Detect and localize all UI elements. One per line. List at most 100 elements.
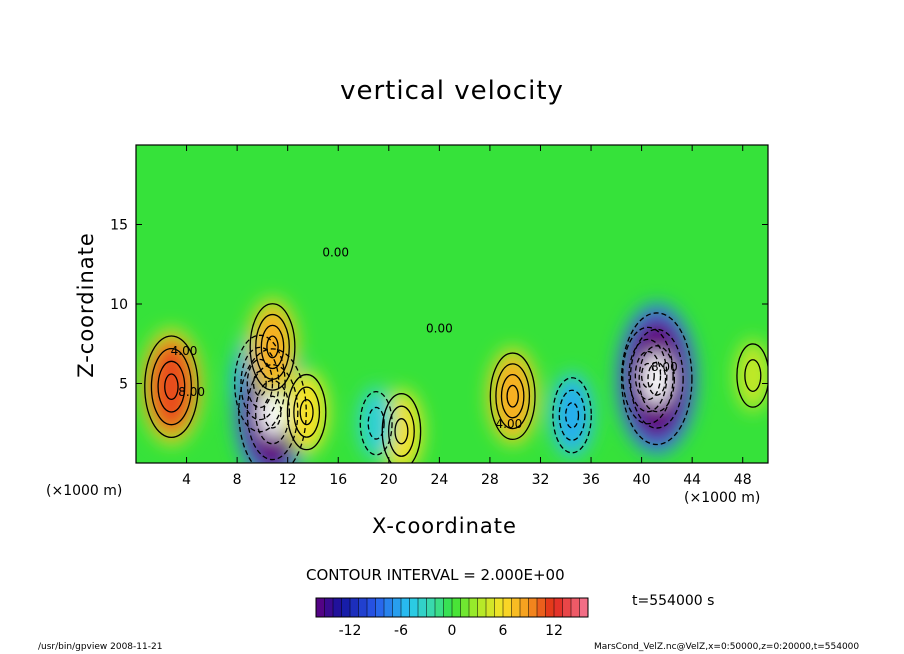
- colorbar-segment: [341, 598, 351, 617]
- colorbar-segment: [350, 598, 359, 617]
- contour-value-label: 0.00: [322, 245, 349, 259]
- contour-line: [293, 386, 321, 438]
- colorbar-segment: [401, 598, 410, 617]
- contour-line: [144, 335, 199, 439]
- colorbar-segment: [554, 598, 563, 617]
- x-tick-label: 32: [532, 472, 550, 488]
- colorbar-segment: [477, 598, 487, 617]
- feature-core: [492, 355, 534, 438]
- contour-line: [387, 405, 415, 457]
- colorbar-tick-label: 0: [448, 623, 457, 639]
- contour-line: [744, 359, 762, 393]
- contour-line: [489, 352, 536, 441]
- x-unit-label-left: (×1000 m): [46, 483, 123, 499]
- colorbar-segment: [375, 598, 385, 617]
- x-tick-label: 24: [430, 472, 448, 488]
- contour-line: [260, 324, 285, 370]
- contour-line: [622, 326, 674, 425]
- x-tick-label: 36: [582, 472, 600, 488]
- x-tick-label: 40: [633, 472, 651, 488]
- colorbar-segment: [503, 598, 512, 617]
- colorbar-segment: [520, 598, 529, 617]
- contour-line: [620, 312, 693, 446]
- colorbar-segment: [367, 598, 376, 617]
- colorbar-segment: [562, 598, 572, 617]
- colorbar-segment: [494, 598, 504, 617]
- x-tick-label: 8: [233, 472, 242, 488]
- footer-right: MarsCond_VelZ.nc@VelZ,x=0:50000,z=0:2000…: [594, 642, 860, 652]
- colorbar-segment: [324, 598, 334, 617]
- colorbar-segment: [460, 598, 470, 617]
- y-axis-label: Z-coordinate: [74, 232, 98, 378]
- colorbar-segment: [452, 598, 461, 617]
- contour-line: [629, 328, 684, 429]
- colorbar-segment: [435, 598, 444, 617]
- contour-value-label: 8.00: [178, 385, 205, 399]
- x-tick-label: 28: [481, 472, 499, 488]
- colorbar-segment: [486, 598, 495, 617]
- colorbar-segment: [333, 598, 342, 617]
- contour-line: [381, 393, 422, 463]
- colorbar-segment: [316, 598, 325, 617]
- contour-interval-text: CONTOUR INTERVAL = 2.000E+00: [306, 566, 565, 584]
- colorbar-segment: [392, 598, 402, 617]
- feature-peak: [258, 387, 287, 437]
- colorbar-segment: [469, 598, 478, 617]
- x-tick-label: 48: [734, 472, 752, 488]
- chart-title: vertical velocity: [340, 76, 564, 106]
- x-unit-label-right: (×1000 m): [684, 490, 761, 506]
- contour-line: [558, 389, 586, 441]
- colorbar-segment: [528, 598, 538, 617]
- contour-line: [266, 335, 279, 359]
- colorbar-segment: [358, 598, 368, 617]
- colorbar-tick-label: -6: [394, 623, 408, 639]
- x-tick-label: 4: [182, 472, 191, 488]
- contour-line: [157, 360, 186, 413]
- x-tick-label: 44: [683, 472, 701, 488]
- contour-line: [500, 373, 525, 419]
- contour-line: [394, 418, 409, 445]
- time-label: t=554000 s: [632, 593, 715, 609]
- contour-line: [246, 364, 299, 461]
- colorbar-segment: [443, 598, 453, 617]
- contour-value-label: 0.00: [426, 322, 453, 336]
- contour-line: [565, 402, 580, 429]
- contour-line: [638, 345, 675, 413]
- colorbar-segment: [409, 598, 419, 617]
- contour-value-label: 8.00: [651, 360, 678, 374]
- contour-line: [552, 377, 592, 454]
- contour-line: [647, 361, 667, 396]
- contour-line: [299, 398, 314, 426]
- feature-core: [737, 343, 768, 408]
- x-axis-label: X-coordinate: [372, 514, 517, 538]
- colorbar-tick-label: 6: [499, 623, 508, 639]
- contour-line: [634, 350, 662, 401]
- colorbar-segment: [511, 598, 521, 617]
- contour-value-label: 4.00: [496, 417, 523, 431]
- colorbar-segment: [537, 598, 546, 617]
- contour-line: [254, 379, 291, 445]
- contour-line: [246, 358, 274, 409]
- contour-line: [640, 362, 655, 389]
- colorbar-tick-label: -12: [339, 623, 362, 639]
- contour-line: [255, 313, 290, 380]
- contour-line: [238, 348, 307, 463]
- x-tick-label: 20: [380, 472, 398, 488]
- y-tick-label: 15: [110, 218, 128, 234]
- contour-line: [628, 338, 668, 413]
- contour-line: [506, 384, 519, 408]
- footer-left: /usr/bin/gpview 2008-11-21: [38, 642, 163, 652]
- contour-line: [249, 303, 296, 391]
- x-tick-label: 12: [279, 472, 297, 488]
- contour-line: [164, 373, 179, 401]
- feature-peak: [642, 353, 672, 404]
- x-tick-label: 16: [329, 472, 347, 488]
- contour-line: [495, 363, 531, 430]
- colorbar-segment: [384, 598, 393, 617]
- contour-line: [359, 390, 393, 456]
- contour-line: [367, 406, 385, 440]
- contour-line: [286, 373, 327, 451]
- contour-value-label: 4.00: [171, 344, 198, 358]
- contour-line: [263, 395, 282, 429]
